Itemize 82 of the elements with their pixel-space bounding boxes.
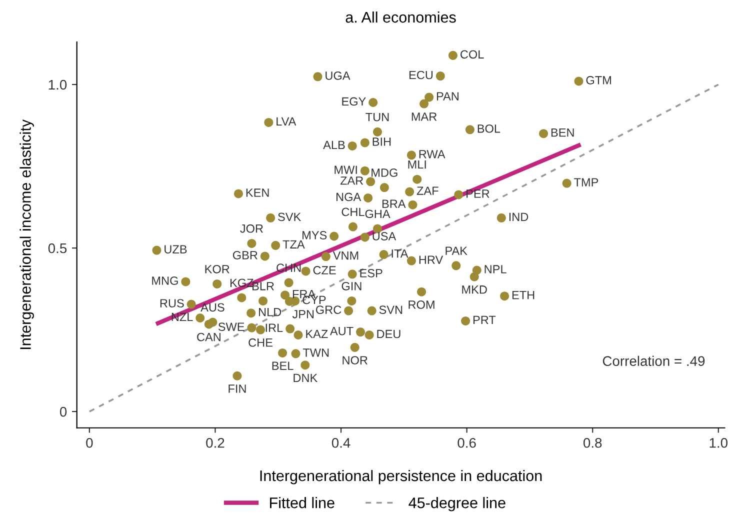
data-label: BOL (478, 124, 500, 133)
annotation: Correlation = .49 (602, 356, 705, 366)
data-label: UZB (164, 245, 187, 254)
x-tick-label: 0.4 (332, 438, 350, 448)
data-label: CHL (342, 208, 364, 216)
data-label: PAN (436, 92, 458, 100)
data-label: JPN (292, 310, 314, 318)
data-label: DNK (294, 374, 318, 382)
x-axis-title: Intergenerational persistence in education (260, 470, 542, 484)
data-label: USA (372, 232, 396, 240)
x-tick-label: 0.8 (583, 438, 602, 448)
data-label: DEU (377, 330, 400, 338)
y-tick-label: 0.5 (48, 243, 67, 254)
data-label: TZA (282, 240, 305, 248)
data-label: ETH (512, 291, 534, 300)
data-label: RWA (419, 150, 446, 158)
data-label: GBR (232, 251, 258, 260)
data-label: MAR (412, 112, 437, 121)
data-label: ZAF (416, 186, 438, 195)
data-label: NGA (336, 192, 362, 202)
data-label: FIN (228, 384, 246, 393)
data-label: GIN (342, 282, 362, 290)
data-label: BLR (252, 282, 274, 290)
legend-label: 45-degree line (408, 497, 506, 512)
data-label: VNM (332, 251, 358, 260)
data-label: MDG (372, 168, 398, 177)
data-label: TMP (574, 178, 598, 186)
chart-title: a. All economies (346, 11, 456, 23)
data-label: IRL (266, 324, 283, 332)
data-label: HRV (419, 256, 444, 264)
data-label: MYS (302, 231, 327, 240)
data-label: BIH (372, 138, 391, 146)
data-label: MKD (462, 286, 487, 294)
data-label: MLI (408, 160, 426, 169)
x-tick-label: 0.2 (206, 438, 224, 448)
data-label: JOR (240, 224, 263, 233)
data-label: KAZ (306, 330, 328, 338)
data-label: GRC (316, 306, 342, 314)
y-tick-label: 1.0 (48, 80, 67, 90)
data-label: ALB (323, 140, 345, 150)
data-label: ESP (360, 268, 382, 278)
x-tick-label: 1.0 (710, 438, 728, 448)
data-label: EGY (342, 97, 366, 106)
data-label: BEN (551, 128, 574, 137)
data-label: BRA (382, 200, 406, 208)
data-label: UGA (326, 71, 350, 80)
data-label: PAK (446, 246, 468, 255)
data-label: GTM (586, 76, 611, 84)
data-label: NPL (484, 265, 506, 274)
data-label: CHE (248, 338, 272, 347)
y-axis-title: Intergenerational income elasticity (20, 119, 34, 350)
data-label: TWN (302, 348, 329, 357)
data-label: PRT (473, 316, 496, 324)
data-label: SVN (379, 306, 402, 314)
data-label: MWI (334, 166, 357, 174)
data-label: ROM (408, 300, 434, 309)
data-label: COL (460, 50, 484, 59)
data-label: ZAR (340, 176, 364, 185)
data-label: GHA (365, 210, 390, 218)
data-label: SVK (278, 212, 302, 222)
x-tick-label: 0 (86, 438, 93, 448)
data-label: TUN (366, 113, 389, 122)
data-label: IND (509, 212, 528, 221)
data-label: KOR (205, 264, 230, 274)
data-label: RUS (160, 299, 184, 308)
data-label: LVA (276, 117, 296, 126)
data-label: SWE (218, 322, 244, 331)
data-label: KEN (246, 188, 269, 197)
data-label: AUS (200, 303, 224, 312)
data-label: CZE (313, 266, 336, 274)
data-label: BEL (272, 362, 294, 370)
y-tick-label: 0 (60, 406, 67, 417)
data-label: NOR (342, 356, 368, 364)
data-label: PER (466, 190, 490, 198)
x-tick-label: 0.6 (458, 438, 476, 448)
data-label: CAN (197, 332, 220, 342)
data-label: ITA (392, 249, 408, 258)
data-label: NLD (258, 308, 282, 316)
data-label: MNG (152, 276, 178, 285)
data-label: ECU (409, 70, 433, 80)
data-label: AUT (330, 326, 354, 336)
legend-label: Fitted line (270, 497, 334, 508)
